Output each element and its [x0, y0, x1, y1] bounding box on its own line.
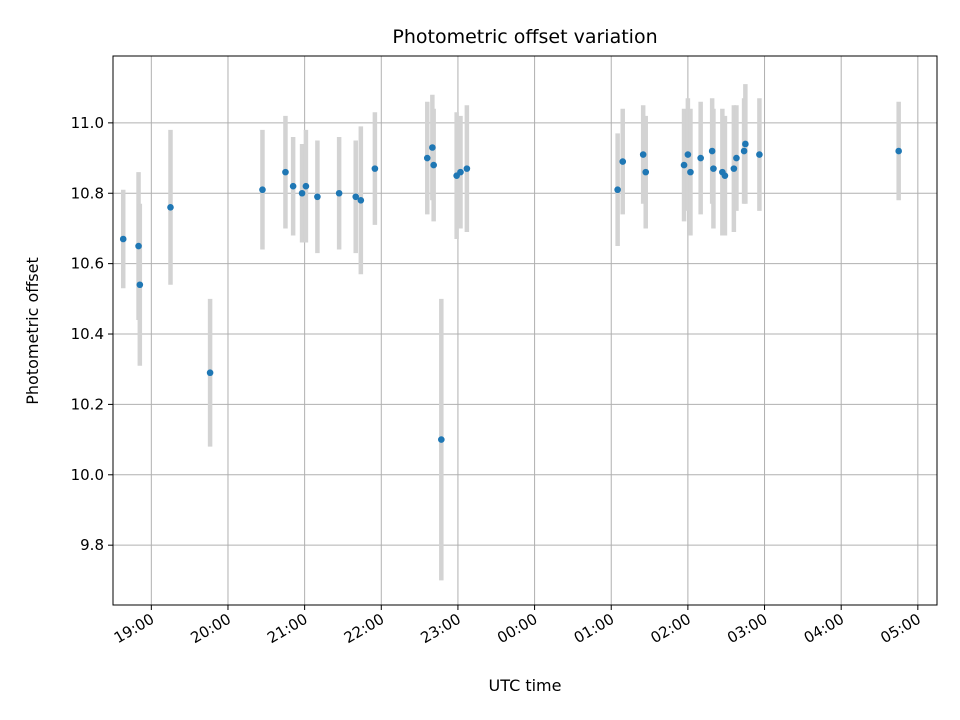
- data-point: [167, 204, 174, 211]
- data-point: [895, 147, 902, 155]
- data-point: [371, 165, 379, 172]
- data-point: [697, 154, 704, 162]
- data-point: [756, 151, 763, 158]
- y-tick-label: 10.6: [71, 255, 104, 273]
- data-point: [740, 147, 748, 155]
- data-point: [289, 182, 297, 190]
- data-point: [298, 189, 306, 197]
- chart-title: Photometric offset variation: [392, 26, 657, 48]
- data-point: [457, 168, 464, 176]
- data-point: [282, 168, 289, 176]
- y-tick-label: 9.8: [80, 536, 104, 554]
- data-point: [259, 186, 266, 194]
- data-point: [680, 161, 688, 169]
- data-point: [206, 369, 214, 377]
- y-axis-ticks: 9.8 10.0 10.2 10.4 10.6 10.8 11.0: [71, 114, 113, 554]
- data-point: [710, 165, 717, 172]
- y-tick-label: 10.0: [71, 466, 104, 484]
- y-axis-label: Photometric offset: [23, 257, 42, 405]
- data-point: [429, 144, 436, 151]
- data-point: [730, 165, 738, 172]
- data-point: [687, 168, 694, 176]
- data-points: [119, 140, 902, 443]
- data-point: [119, 235, 127, 243]
- y-tick-label: 11.0: [71, 114, 104, 132]
- data-point: [136, 281, 144, 289]
- plot-frame: [112, 55, 938, 606]
- data-point: [352, 193, 360, 201]
- y-tick-label: 10.2: [71, 395, 104, 413]
- y-tick-label: 10.4: [71, 325, 104, 343]
- y-gridlines: [113, 122, 937, 546]
- data-point: [430, 161, 437, 169]
- x-axis-label: UTC time: [489, 676, 562, 695]
- data-point: [423, 154, 431, 162]
- data-point: [438, 436, 445, 443]
- data-point: [614, 186, 621, 194]
- data-point: [135, 242, 142, 250]
- data-point: [463, 165, 471, 172]
- data-point: [721, 172, 729, 179]
- data-point: [708, 147, 716, 155]
- data-point: [302, 182, 310, 190]
- data-point: [357, 196, 365, 204]
- data-point: [314, 193, 321, 201]
- data-point: [335, 189, 343, 197]
- data-point: [733, 154, 740, 162]
- data-point: [684, 151, 692, 158]
- data-point: [639, 151, 647, 158]
- y-tick-label: 10.8: [71, 184, 104, 202]
- data-point: [619, 158, 627, 165]
- data-point: [742, 140, 749, 148]
- data-point: [642, 168, 650, 176]
